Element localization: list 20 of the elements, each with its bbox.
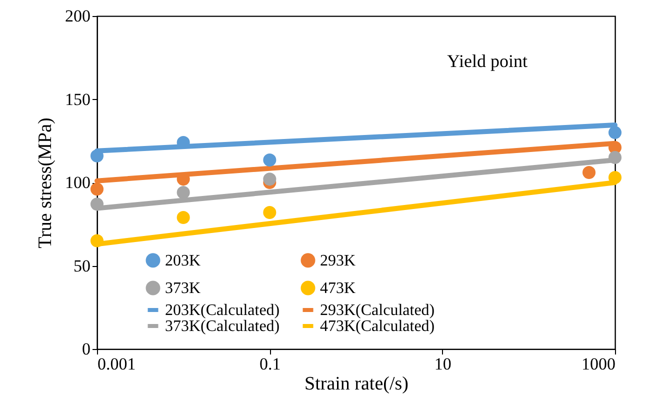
y-tick-label: 200 <box>65 6 90 26</box>
legend-label: 203K(Calculated) <box>165 302 280 319</box>
y-tick-label: 50 <box>74 256 90 276</box>
x-tick-label: 10 <box>434 354 452 374</box>
legend-label: 473K(Calculated) <box>320 318 435 335</box>
legend-label: 473K <box>320 280 356 297</box>
legend-label: 373K(Calculated) <box>165 318 280 335</box>
legend-label: 293K(Calculated) <box>320 302 435 319</box>
annotation: Yield point <box>447 51 528 71</box>
y-tick-label: 0 <box>82 340 90 358</box>
y-tick-label: 150 <box>65 90 90 109</box>
x-tick-label: 0.001 <box>98 354 136 374</box>
y-tick-label: 100 <box>65 173 90 192</box>
x-tick-label: 1000 <box>582 354 616 374</box>
x-axis-title: Strain rate(/s) <box>304 374 408 394</box>
legend-label: 293K <box>320 252 356 270</box>
legend-label: 373K <box>165 280 201 297</box>
legend-label: 203K <box>165 252 201 270</box>
y-axis-title: True stress(MPa) <box>35 118 56 248</box>
x-tick-label: 0.1 <box>260 354 281 374</box>
